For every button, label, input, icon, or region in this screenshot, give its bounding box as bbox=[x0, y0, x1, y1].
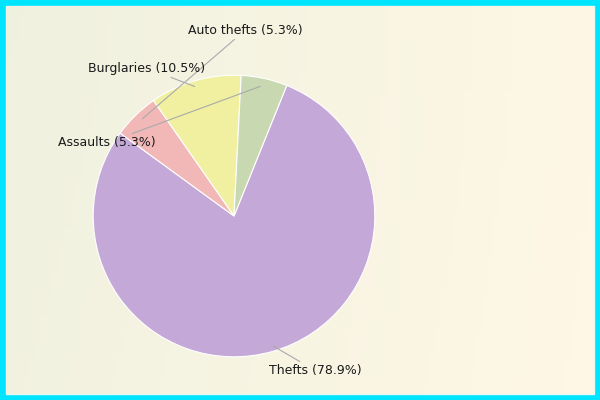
Wedge shape bbox=[154, 75, 241, 216]
Wedge shape bbox=[120, 100, 234, 216]
Wedge shape bbox=[234, 75, 287, 216]
Text: Burglaries (10.5%): Burglaries (10.5%) bbox=[88, 62, 205, 86]
Wedge shape bbox=[93, 86, 375, 357]
Text: Thefts (78.9%): Thefts (78.9%) bbox=[269, 346, 362, 377]
Text: ⓘ: ⓘ bbox=[439, 42, 448, 58]
Text: Assaults (5.3%): Assaults (5.3%) bbox=[58, 86, 260, 149]
Text: Crimes by type - 2012: Crimes by type - 2012 bbox=[163, 7, 437, 27]
Text: Auto thefts (5.3%): Auto thefts (5.3%) bbox=[142, 24, 302, 119]
Text: City-Data.com: City-Data.com bbox=[450, 44, 540, 56]
